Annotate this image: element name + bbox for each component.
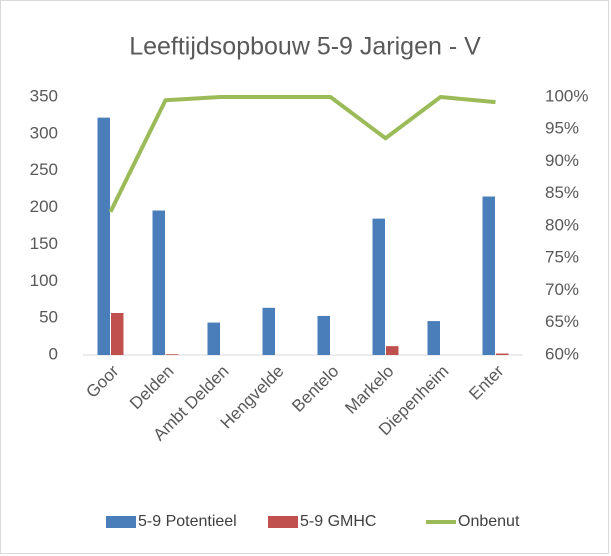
- bar: [207, 322, 220, 355]
- bar: [97, 117, 110, 355]
- y2-tick-label: 60%: [545, 344, 579, 363]
- bar: [166, 354, 179, 355]
- y2-tick-label: 75%: [545, 248, 579, 267]
- line: [108, 95, 496, 213]
- y2-tick-label: 95%: [545, 119, 579, 138]
- y2-tick-label: 65%: [545, 312, 579, 331]
- bar: [427, 321, 440, 355]
- bar: [372, 218, 385, 355]
- y2-tick-label: 80%: [545, 215, 579, 234]
- y2-tick-label: 70%: [545, 280, 579, 299]
- y2-tick-label: 90%: [545, 151, 579, 170]
- bar: [496, 353, 509, 355]
- legend-label: 5-9 Potentieel: [138, 513, 237, 530]
- legend: 5-9 Potentieel 5-9 GMHC Onbenut: [106, 513, 520, 530]
- bar: [262, 307, 275, 355]
- bar: [111, 312, 124, 355]
- y-tick-label: 300: [30, 123, 58, 142]
- y-tick-label: 350: [30, 86, 58, 105]
- legend-swatch: [268, 516, 298, 528]
- chart-title: Leeftijdsopbouw 5-9 Jarigen - V: [129, 33, 481, 61]
- y-tick-label: 250: [30, 160, 58, 179]
- y2-tick-label: 100%: [545, 86, 588, 105]
- y-tick-label: 0: [49, 344, 58, 363]
- legend-label: Onbenut: [458, 513, 520, 530]
- legend-label: 5-9 GMHC: [300, 513, 376, 530]
- y-tick-label: 200: [30, 197, 58, 216]
- bar: [482, 196, 495, 355]
- bar: [152, 210, 165, 355]
- y-tick-label: 50: [39, 308, 58, 327]
- y-tick-label: 150: [30, 234, 58, 253]
- legend-swatch: [106, 516, 136, 528]
- bar: [386, 346, 399, 355]
- bar: [317, 315, 330, 355]
- y-tick-label: 100: [30, 271, 58, 290]
- y2-tick-label: 85%: [545, 183, 579, 202]
